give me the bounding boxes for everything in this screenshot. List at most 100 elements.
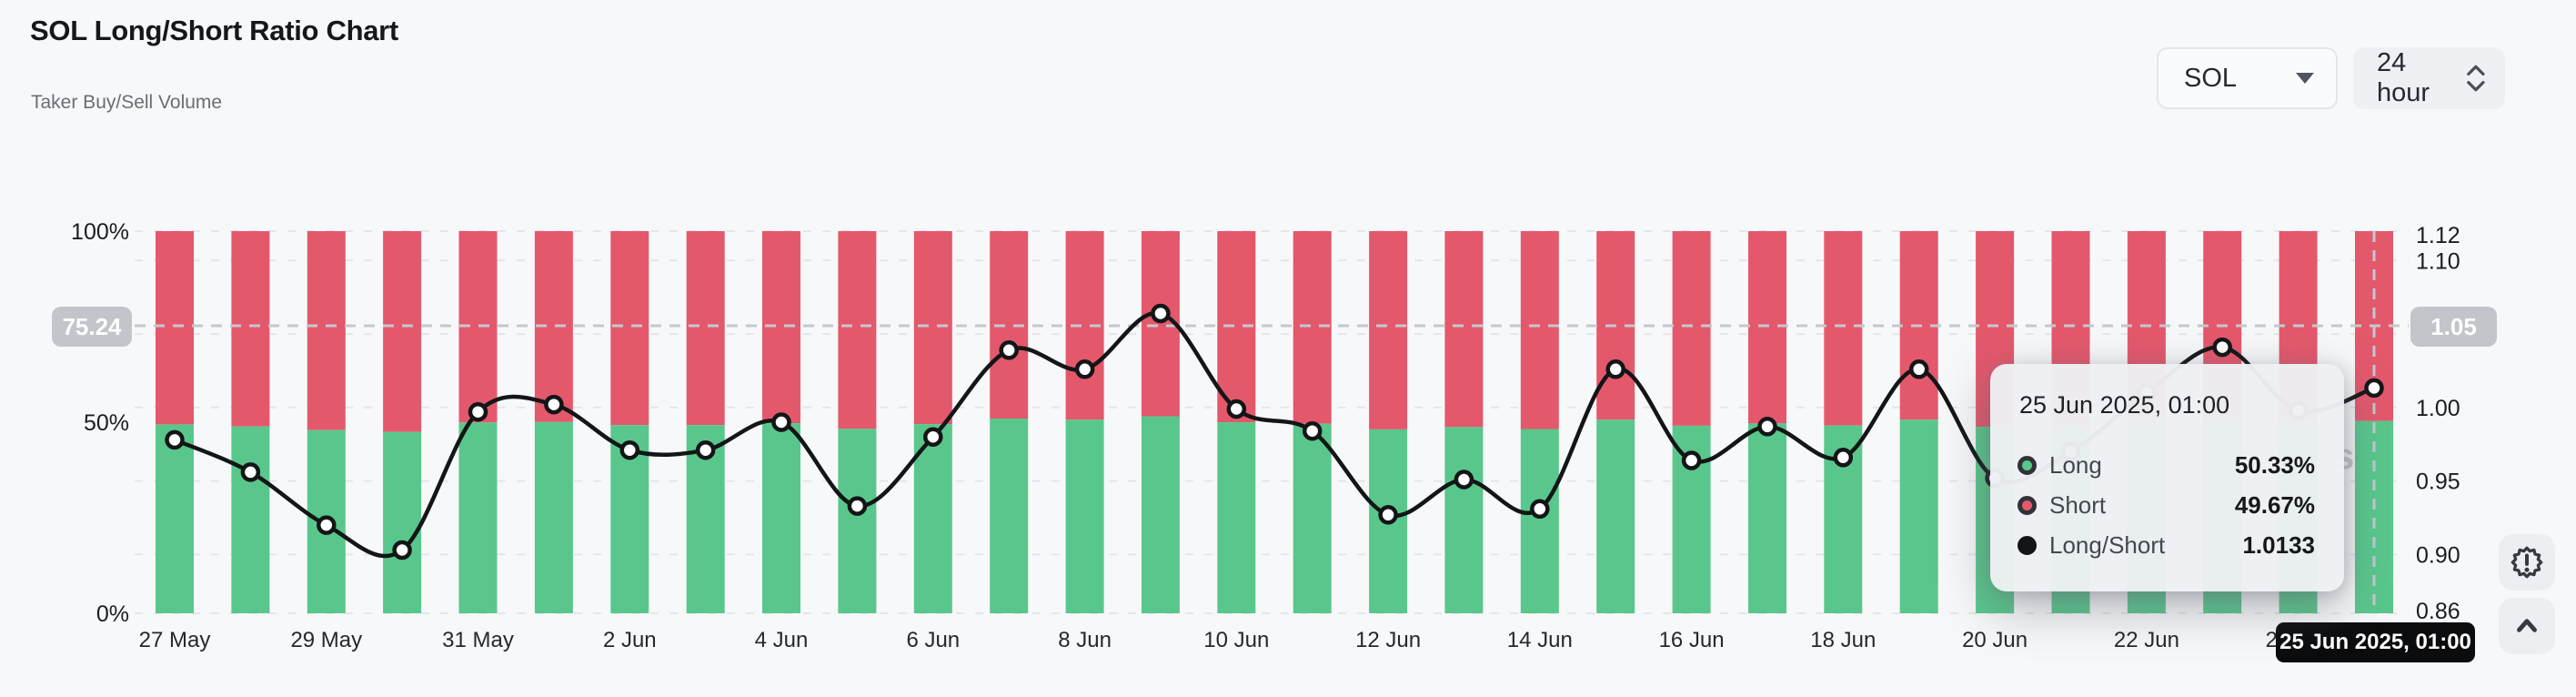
svg-text:27 May: 27 May — [139, 628, 211, 652]
ratio-marker — [544, 394, 564, 415]
long-bar — [1217, 422, 1256, 613]
short-bar — [762, 231, 800, 424]
ratio-marker — [1226, 399, 1247, 419]
svg-text:0.90: 0.90 — [2416, 542, 2460, 568]
ratio-marker — [1378, 505, 1398, 525]
short-bar — [1824, 231, 1863, 426]
chevron-down-icon — [2296, 73, 2314, 84]
short-bar — [1369, 231, 1408, 429]
short-bar — [1444, 231, 1484, 428]
short-bar — [1520, 231, 1559, 429]
symbol-select-value: SOL — [2184, 63, 2238, 93]
symbol-select[interactable]: SOL — [2157, 47, 2338, 109]
svg-text:0.95: 0.95 — [2416, 470, 2460, 495]
short-bar — [913, 231, 952, 425]
x-axis-labels: 27 May 29 May 31 May 2 Jun 4 Jun 6 Jun 8 Jun 10… — [139, 628, 2331, 652]
ratio-marker — [392, 540, 412, 561]
crosshair-lines — [135, 231, 2409, 613]
tooltip-rows: Long 50.33% Short 49.67% Long/Short 1.01… — [2018, 445, 2315, 565]
long-bar — [838, 429, 877, 613]
short-bar — [610, 231, 649, 426]
short-bar — [838, 231, 877, 429]
svg-text:0%: 0% — [96, 601, 129, 627]
ratio-marker — [1908, 359, 1929, 379]
ratio-marker — [1074, 359, 1095, 379]
svg-text:100%: 100% — [71, 219, 129, 245]
short-bar — [231, 231, 270, 427]
svg-text:2 Jun: 2 Jun — [603, 628, 657, 652]
long-bar — [1596, 419, 1635, 613]
ratio-marker — [1302, 420, 1323, 441]
long-bar — [762, 423, 800, 613]
short-bar — [383, 231, 422, 432]
svg-text:1.00: 1.00 — [2416, 396, 2460, 421]
ratio-marker — [1833, 448, 1854, 468]
interval-select[interactable]: 24 hour — [2353, 47, 2505, 109]
svg-text:6 Jun: 6 Jun — [906, 628, 960, 652]
ratio-marker — [1151, 303, 1171, 324]
interval-select-value: 24 hour — [2377, 48, 2430, 107]
short-bar — [686, 231, 725, 426]
ratio-marker — [999, 340, 1019, 360]
svg-text:20 Jun: 20 Jun — [1962, 628, 2028, 652]
ratio-marker — [695, 439, 716, 460]
tooltip-row-long: Long 50.33% — [2018, 445, 2315, 485]
tooltip-date: 25 Jun 2025, 01:00 — [2019, 391, 2230, 419]
short-bar — [307, 231, 346, 430]
page-title: SOL Long/Short Ratio Chart — [30, 15, 398, 46]
svg-text:29 May: 29 May — [290, 628, 362, 652]
tooltip-long-label: Long — [2049, 450, 2102, 479]
long-bar — [1444, 427, 1484, 613]
scroll-top-button[interactable] — [2499, 598, 2555, 654]
svg-text:1.12: 1.12 — [2416, 223, 2460, 248]
svg-text:12 Jun: 12 Jun — [1355, 628, 1421, 652]
svg-text:18 Jun: 18 Jun — [1810, 628, 1876, 652]
crosshair-date-tooltip: 25 Jun 2025, 01:00 — [2276, 622, 2475, 662]
ratio-markers — [165, 303, 2384, 561]
long-bar — [1141, 416, 1180, 613]
tooltip-long-value: 50.33% — [2234, 450, 2315, 479]
tooltip-short-value: 49.67% — [2234, 490, 2315, 519]
tooltip-row-short: Short 49.67% — [2018, 485, 2315, 525]
chevron-up-icon — [2517, 619, 2537, 632]
long-bar — [1520, 429, 1559, 613]
ratio-marker — [1530, 499, 1550, 520]
right-axis-labels: 1.121.10 1.00 0.95 0.90 0.86 — [2416, 223, 2460, 624]
svg-text:10 Jun: 10 Jun — [1203, 628, 1269, 652]
svg-text:16 Jun: 16 Jun — [1659, 628, 1725, 652]
svg-text:0.86: 0.86 — [2416, 599, 2460, 624]
crosshair-left-badge: 75.24 — [52, 307, 132, 347]
svg-text:14 Jun: 14 Jun — [1507, 628, 1573, 652]
green-ring-dot — [2018, 455, 2037, 475]
black-dot — [2018, 535, 2037, 555]
ratio-marker — [317, 515, 337, 535]
red-ring-dot — [2018, 495, 2037, 515]
ratio-marker — [468, 401, 488, 422]
long-bar — [1899, 419, 1938, 613]
svg-text:1.10: 1.10 — [2416, 248, 2460, 274]
long-bar — [913, 424, 952, 613]
long-bar — [534, 421, 573, 613]
tooltip-ratio-value: 1.0133 — [2242, 530, 2315, 559]
sort-arrows-icon — [2467, 65, 2485, 92]
ratio-marker — [240, 462, 261, 482]
tooltip-row-ratio: Long/Short 1.0133 — [2018, 525, 2315, 565]
ratio-marker — [1454, 470, 1474, 490]
alert-badge-icon — [2511, 546, 2543, 579]
ratio-marker — [1681, 450, 1702, 470]
left-axis-labels: 100% 50% 0% — [71, 219, 129, 627]
svg-text:50%: 50% — [84, 410, 129, 436]
short-bar — [1293, 231, 1332, 424]
ratio-marker — [847, 496, 868, 516]
alert-button[interactable] — [2499, 534, 2555, 591]
tooltip-short-label: Short — [2049, 490, 2107, 519]
long-bar — [458, 422, 498, 613]
tooltip-ratio-label: Long/Short — [2049, 530, 2166, 559]
svg-text:31 May: 31 May — [442, 628, 514, 652]
ratio-marker — [2364, 378, 2384, 399]
short-bar — [1748, 231, 1786, 424]
svg-text:4 Jun: 4 Jun — [755, 628, 809, 652]
ratio-marker — [2212, 337, 2232, 358]
chart-tooltip: 25 Jun 2025, 01:00 Long 50.33% Short 49.… — [1990, 364, 2344, 591]
